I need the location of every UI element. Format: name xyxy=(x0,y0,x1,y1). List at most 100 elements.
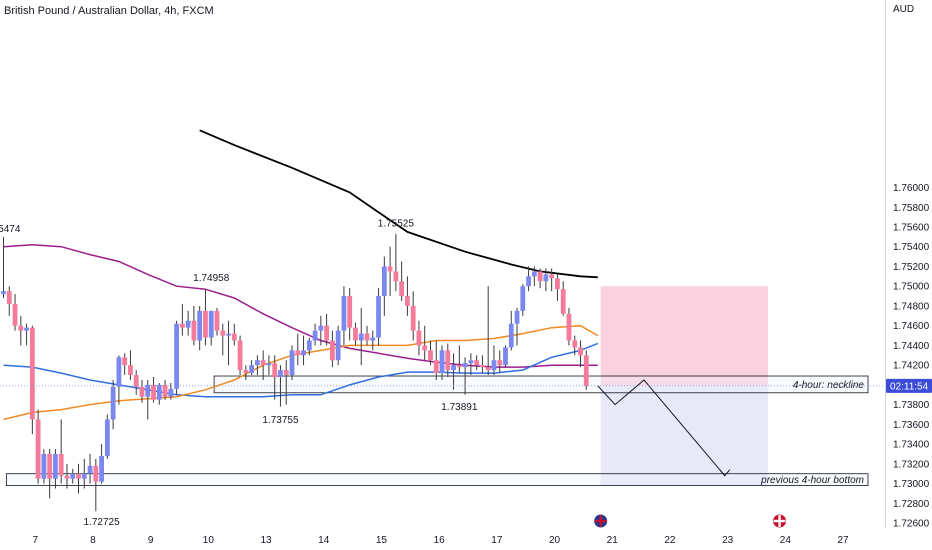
candle[interactable] xyxy=(220,323,226,356)
candle[interactable] xyxy=(29,325,35,435)
time-axis[interactable]: 7 8 9 10 13 14 15 16 17 20 21 22 23 24 27 xyxy=(32,535,849,546)
candle[interactable] xyxy=(18,315,24,346)
candle[interactable] xyxy=(151,377,156,403)
candle[interactable] xyxy=(376,288,381,346)
candle[interactable] xyxy=(555,274,560,302)
candle[interactable] xyxy=(243,365,249,380)
candle[interactable] xyxy=(410,291,416,341)
candle[interactable] xyxy=(197,305,203,351)
candle[interactable] xyxy=(174,320,179,395)
candle[interactable] xyxy=(24,323,29,346)
australia-flag-icon[interactable] xyxy=(593,513,609,529)
candle[interactable] xyxy=(416,320,422,356)
candle[interactable] xyxy=(76,463,81,494)
candle[interactable] xyxy=(1,236,6,299)
price-axis[interactable]: 1.76000 1.75800 1.75600 1.75400 1.75200 1.750… xyxy=(886,183,932,530)
candle[interactable] xyxy=(87,453,93,484)
candle[interactable] xyxy=(560,281,566,316)
candle[interactable] xyxy=(549,268,555,292)
support-zone-2[interactable] xyxy=(5,473,869,486)
candle[interactable] xyxy=(324,313,330,346)
candle[interactable] xyxy=(283,360,289,405)
candle[interactable] xyxy=(451,353,456,390)
candle[interactable] xyxy=(485,286,491,376)
candle[interactable] xyxy=(93,458,99,512)
candle[interactable] xyxy=(128,350,133,380)
candle[interactable] xyxy=(387,246,393,297)
candle[interactable] xyxy=(399,261,405,302)
candle[interactable] xyxy=(156,382,162,405)
candle[interactable] xyxy=(116,355,122,405)
candle[interactable] xyxy=(237,335,243,376)
candle[interactable] xyxy=(278,365,283,407)
candle[interactable] xyxy=(364,325,370,346)
candle[interactable] xyxy=(335,325,341,366)
candle[interactable] xyxy=(226,320,231,366)
support-zone-1[interactable] xyxy=(213,375,869,394)
candle[interactable] xyxy=(405,276,410,316)
candle[interactable] xyxy=(531,266,537,287)
candle[interactable] xyxy=(110,379,116,430)
candle[interactable] xyxy=(543,268,549,292)
candle[interactable] xyxy=(260,350,266,380)
candle[interactable] xyxy=(231,323,237,346)
candle[interactable] xyxy=(191,305,197,346)
candle[interactable] xyxy=(514,307,520,346)
candle[interactable] xyxy=(214,307,220,336)
candle[interactable] xyxy=(249,360,255,376)
candle[interactable] xyxy=(312,323,318,346)
candle[interactable] xyxy=(578,340,583,368)
candle[interactable] xyxy=(203,289,208,346)
candle[interactable] xyxy=(370,330,376,351)
candle[interactable] xyxy=(480,355,485,374)
candle[interactable] xyxy=(503,345,508,368)
candle[interactable] xyxy=(289,345,295,380)
candle[interactable] xyxy=(491,345,497,376)
candle[interactable] xyxy=(6,286,12,316)
candle[interactable] xyxy=(445,343,451,378)
candle[interactable] xyxy=(393,233,399,292)
candle[interactable] xyxy=(381,256,387,316)
candle[interactable] xyxy=(295,333,301,366)
candle[interactable] xyxy=(422,325,428,361)
candle[interactable] xyxy=(456,345,462,374)
candle[interactable] xyxy=(520,284,526,316)
united-kingdom-flag-icon[interactable] xyxy=(772,513,788,529)
candle[interactable] xyxy=(70,468,76,484)
candle[interactable] xyxy=(58,419,64,484)
candle[interactable] xyxy=(583,350,589,390)
candle[interactable] xyxy=(208,310,214,346)
candle[interactable] xyxy=(462,357,468,395)
candle[interactable] xyxy=(99,444,104,484)
candle[interactable] xyxy=(306,337,312,356)
candle[interactable] xyxy=(468,353,474,376)
short-position-target-zone[interactable] xyxy=(600,385,769,486)
candle[interactable] xyxy=(358,307,364,366)
candle[interactable] xyxy=(47,449,53,499)
candle[interactable] xyxy=(53,449,58,489)
candle[interactable] xyxy=(133,370,139,395)
candle[interactable] xyxy=(439,345,445,380)
short-position-risk-zone[interactable] xyxy=(600,286,769,386)
candle[interactable] xyxy=(572,335,578,356)
candle[interactable] xyxy=(162,379,168,400)
candle[interactable] xyxy=(526,266,531,292)
candle[interactable] xyxy=(12,294,18,331)
candle[interactable] xyxy=(474,355,480,371)
candle[interactable] xyxy=(272,355,278,400)
candle[interactable] xyxy=(35,409,41,484)
candle[interactable] xyxy=(428,340,433,366)
candle[interactable] xyxy=(508,310,514,351)
candle[interactable] xyxy=(122,353,128,376)
candle[interactable] xyxy=(185,310,191,336)
candle[interactable] xyxy=(266,355,272,376)
candle[interactable] xyxy=(179,303,185,336)
candle[interactable] xyxy=(145,379,151,420)
candle[interactable] xyxy=(64,463,70,489)
candle[interactable] xyxy=(341,286,347,346)
candle[interactable] xyxy=(104,414,110,459)
candle[interactable] xyxy=(537,268,543,289)
candle[interactable] xyxy=(329,330,335,368)
